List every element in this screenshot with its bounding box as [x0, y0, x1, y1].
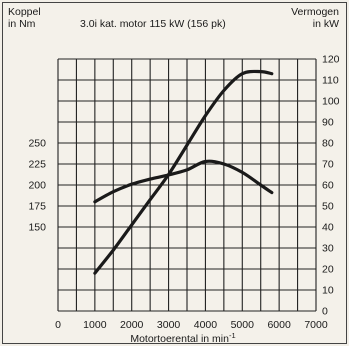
left-axis-title-line1: Koppel [8, 6, 41, 18]
right-tick-label: 50 [322, 201, 334, 213]
right-tick-label: 0 [322, 306, 328, 318]
right-tick-label: 60 [322, 180, 334, 192]
right-tick-label: 110 [322, 75, 339, 87]
chart-title: 3.0i kat. motor 115 kW (156 pk) [80, 18, 226, 30]
x-tick-label: 7000 [304, 319, 328, 331]
right-tick-label: 40 [322, 222, 334, 234]
x-tick-label: 1000 [83, 319, 107, 331]
right-tick-label: 120 [322, 54, 340, 66]
right-tick-label: 80 [322, 138, 334, 150]
power-curve [93, 69, 274, 275]
left-tick-label: 150 [28, 222, 46, 234]
right-tick-label: 90 [322, 117, 334, 129]
x-tick-labels: 0 1000 2000 3000 4000 5000 6000 7000 [55, 319, 328, 331]
right-tick-label: 10 [322, 285, 334, 297]
right-axis-title-line1: Vermogen [291, 6, 339, 18]
left-axis-title-line2: in Nm [8, 18, 36, 30]
left-tick-labels: 150 175 200 225 250 [28, 138, 46, 234]
x-tick-label: 5000 [231, 319, 255, 331]
right-tick-labels: 0 10 20 30 40 50 60 70 80 90 100 110 120 [322, 54, 340, 318]
torque-curve [93, 159, 274, 204]
curves [93, 69, 274, 275]
right-axis-title-line2: in kW [312, 18, 339, 30]
left-tick-label: 175 [28, 201, 46, 213]
x-tick-label: 3000 [157, 319, 181, 331]
x-tick-label: 2000 [120, 319, 144, 331]
x-tick-label: 6000 [267, 319, 291, 331]
right-tick-label: 100 [322, 96, 340, 108]
x-tick-label: 0 [55, 319, 61, 331]
right-tick-label: 20 [322, 264, 334, 276]
grid [57, 58, 317, 312]
left-tick-label: 250 [28, 138, 46, 150]
right-tick-label: 30 [322, 243, 334, 255]
left-tick-label: 200 [28, 180, 46, 192]
left-tick-label: 225 [28, 159, 46, 171]
x-tick-label: 4000 [194, 319, 218, 331]
x-axis-label: Motortoerental in min-1 [130, 331, 235, 345]
right-tick-label: 70 [322, 159, 334, 171]
